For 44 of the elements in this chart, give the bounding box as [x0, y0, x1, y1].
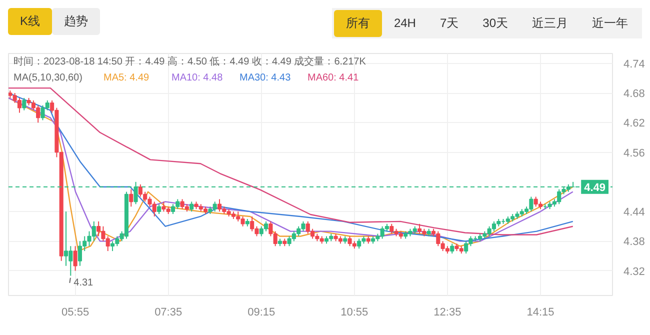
candlestick: [96, 220, 101, 237]
text: 24H: [382, 11, 428, 35]
candlestick: [22, 97, 26, 111]
text: 近三月: [520, 10, 580, 37]
text: MA30: 4.43: [240, 72, 292, 84]
x-tick-label: 12:35: [434, 306, 462, 318]
candlestick: [464, 240, 468, 254]
x-tick-label: 14:15: [526, 306, 554, 318]
y-tick-label: 4.68: [624, 88, 645, 100]
y-tick-label: 4.74: [624, 58, 645, 70]
y-tick-label: 4.44: [624, 206, 645, 219]
candlestick: [17, 97, 22, 114]
text: 7天: [428, 10, 471, 37]
candlestick: [450, 243, 454, 254]
candlestick: [157, 204, 162, 215]
candlestick: [418, 223, 422, 234]
y-tick-label: 4.38: [624, 236, 645, 248]
y-tick-label: 4.56: [624, 147, 645, 160]
x-tick-label: 09:15: [248, 306, 276, 318]
text: 趋势: [52, 8, 100, 35]
text: 30天: [470, 10, 520, 37]
y-tick-label: 4.32: [624, 266, 645, 278]
candlestick: [357, 238, 362, 250]
text: MA5: 4.49: [104, 72, 150, 84]
candlestick: [217, 198, 222, 212]
candlestick: [170, 204, 176, 215]
text: 近一年: [580, 10, 640, 37]
text: K线: [8, 8, 52, 35]
text: 所有: [334, 10, 382, 37]
annotation: 时间：2023-08-18 14:50 开：4.49 高：4.50 低：4.49 收：4.49 成交量：6.217K: [14, 56, 366, 68]
candlestick: [129, 188, 134, 208]
ref-line-label: 4.49: [584, 182, 606, 194]
text: MA10: 4.48: [172, 72, 224, 84]
x-tick-label: 07:35: [154, 306, 182, 318]
text: MA60: 4.41: [308, 72, 360, 84]
annotation: MA(5,10,30,60): [14, 72, 82, 84]
x-tick-label: 05:55: [62, 306, 90, 318]
candlestick: [73, 246, 78, 272]
candlestick: [110, 240, 115, 252]
y-tick-label: 4.62: [624, 118, 645, 130]
candlestick: [190, 201, 194, 212]
annotation: 4.31: [74, 278, 94, 289]
x-tick-label: 10:55: [340, 306, 368, 318]
candlestick: [64, 211, 68, 266]
